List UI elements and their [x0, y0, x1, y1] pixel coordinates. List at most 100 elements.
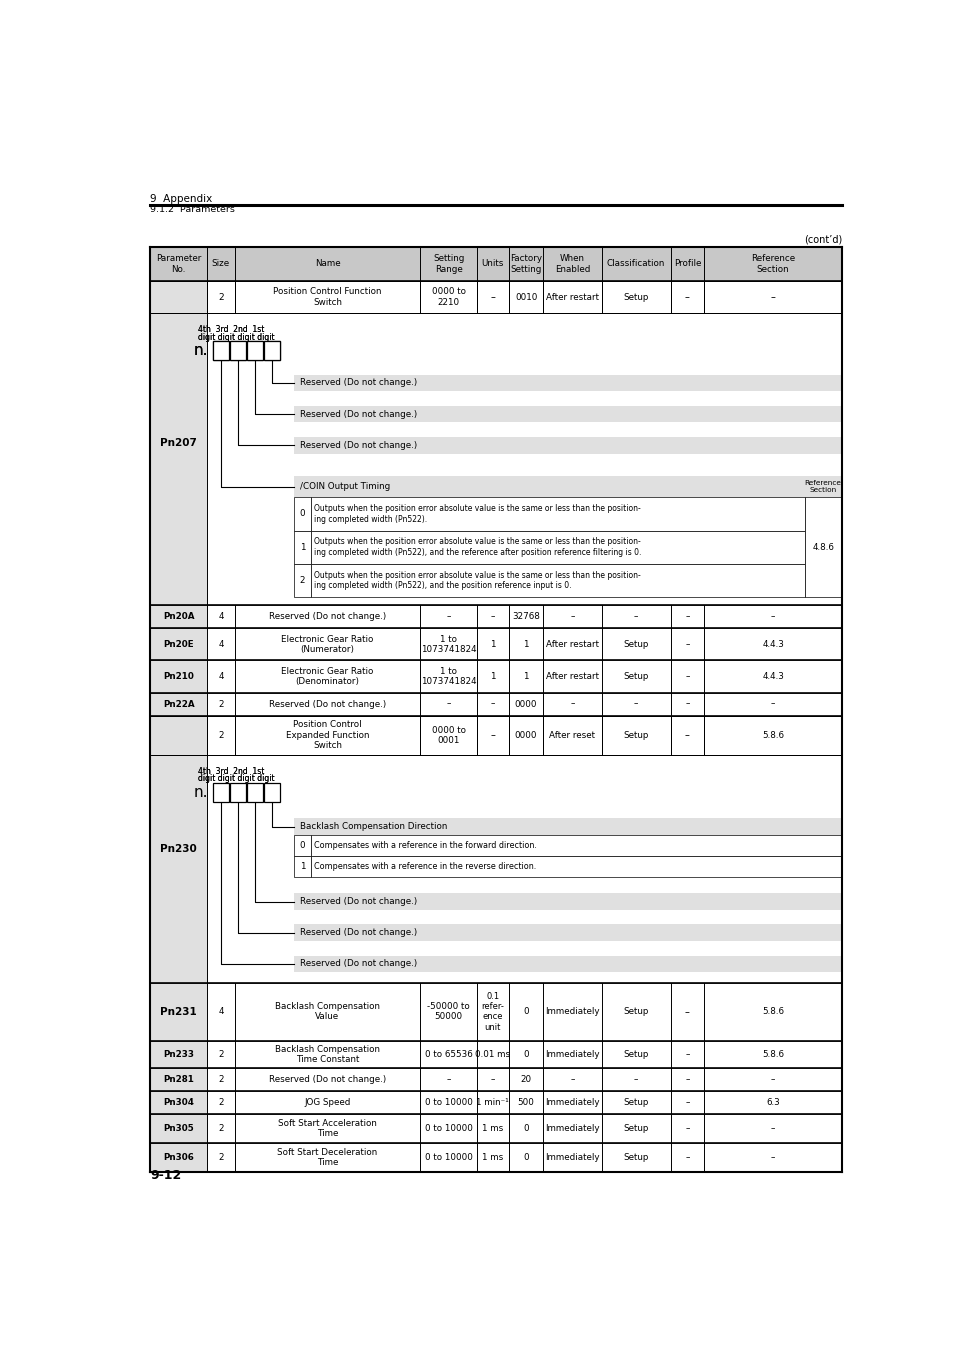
Text: 1: 1 — [523, 672, 528, 680]
Text: After restart: After restart — [545, 640, 598, 649]
Text: 4: 4 — [218, 1007, 223, 1017]
Text: Pn20E: Pn20E — [163, 640, 193, 649]
Bar — [151, 755, 207, 983]
Bar — [601, 1091, 670, 1114]
Bar — [508, 1142, 543, 1172]
Bar — [207, 660, 234, 693]
Bar — [703, 1142, 841, 1172]
Text: –: – — [570, 613, 574, 621]
Text: –: – — [770, 1153, 775, 1162]
Text: 2: 2 — [218, 1098, 223, 1107]
Bar — [151, 1091, 207, 1114]
Text: Pn304: Pn304 — [163, 1098, 193, 1107]
Text: –: – — [770, 613, 775, 621]
Bar — [151, 1041, 207, 1068]
Text: 0 to 65536: 0 to 65536 — [424, 1050, 472, 1058]
Bar — [508, 1091, 543, 1114]
Text: –: – — [684, 1007, 689, 1017]
Bar — [294, 925, 840, 941]
Bar — [294, 894, 840, 910]
Bar — [670, 716, 703, 755]
Text: Pn210: Pn210 — [163, 672, 193, 680]
Text: Soft Start Deceleration
Time: Soft Start Deceleration Time — [277, 1148, 377, 1166]
Bar — [311, 836, 840, 856]
Bar — [670, 1114, 703, 1142]
Text: 0: 0 — [522, 1007, 528, 1017]
Bar — [207, 755, 841, 983]
Bar — [419, 1068, 476, 1091]
Text: 1: 1 — [299, 543, 305, 552]
Text: 4: 4 — [218, 672, 223, 680]
Bar — [508, 693, 543, 716]
Bar — [476, 660, 508, 693]
Text: 1 to
1073741824: 1 to 1073741824 — [420, 667, 476, 686]
Text: Setup: Setup — [622, 640, 648, 649]
Text: 4th  3rd  2nd  1st: 4th 3rd 2nd 1st — [198, 767, 265, 776]
Bar — [230, 342, 246, 360]
Bar — [151, 313, 207, 605]
Text: Setting
Range: Setting Range — [433, 254, 464, 274]
Text: Outputs when the position error absolute value is the same or less than the posi: Outputs when the position error absolute… — [314, 571, 640, 590]
Bar — [207, 716, 234, 755]
Text: Compensates with a reference in the forward direction.: Compensates with a reference in the forw… — [314, 841, 537, 850]
Bar — [294, 818, 840, 836]
Bar — [207, 1114, 234, 1142]
Text: When
Enabled: When Enabled — [555, 254, 590, 274]
Text: Position Control
Expanded Function
Switch: Position Control Expanded Function Switc… — [285, 721, 369, 751]
Bar — [213, 342, 229, 360]
Bar — [311, 531, 804, 564]
Bar — [703, 693, 841, 716]
Bar — [543, 1091, 601, 1114]
Bar — [804, 477, 840, 497]
Text: Reserved (Do not change.): Reserved (Do not change.) — [300, 440, 417, 450]
Text: 5.8.6: 5.8.6 — [761, 730, 783, 740]
Text: Position Control Function
Switch: Position Control Function Switch — [273, 288, 381, 306]
Text: 9-12: 9-12 — [151, 1169, 181, 1183]
Text: Reserved (Do not change.): Reserved (Do not change.) — [269, 613, 386, 621]
Text: Factory
Setting: Factory Setting — [510, 254, 541, 274]
Text: Pn233: Pn233 — [163, 1050, 194, 1058]
Text: 2: 2 — [218, 1123, 223, 1133]
Bar — [601, 1114, 670, 1142]
Text: After reset: After reset — [549, 730, 595, 740]
Text: –: – — [684, 1098, 689, 1107]
Text: Soft Start Acceleration
Time: Soft Start Acceleration Time — [277, 1119, 376, 1138]
Text: Units: Units — [481, 259, 503, 269]
Text: –: – — [490, 613, 495, 621]
Bar — [419, 1114, 476, 1142]
Text: Setup: Setup — [622, 730, 648, 740]
Bar — [670, 628, 703, 660]
Bar — [543, 1068, 601, 1091]
Text: –: – — [770, 1075, 775, 1084]
Bar — [543, 660, 601, 693]
Text: digit digit digit digit: digit digit digit digit — [198, 332, 274, 342]
Bar — [543, 281, 601, 313]
Text: digit digit digit digit: digit digit digit digit — [198, 332, 274, 342]
Text: 0.1
refer-
ence
unit: 0.1 refer- ence unit — [481, 992, 504, 1031]
Text: Reserved (Do not change.): Reserved (Do not change.) — [300, 929, 417, 937]
Text: 1: 1 — [299, 861, 305, 871]
Bar — [151, 1142, 207, 1172]
Bar — [419, 716, 476, 755]
Bar — [419, 693, 476, 716]
Bar — [151, 1068, 207, 1091]
Bar — [601, 628, 670, 660]
Bar — [543, 628, 601, 660]
Bar — [601, 716, 670, 755]
Bar — [294, 836, 311, 856]
Text: Immediately: Immediately — [544, 1123, 599, 1133]
Text: –: – — [570, 699, 574, 709]
Text: Pn207: Pn207 — [160, 439, 197, 448]
Bar — [419, 628, 476, 660]
Text: 2: 2 — [218, 1153, 223, 1162]
Text: Pn20A: Pn20A — [163, 613, 194, 621]
Text: JOG Speed: JOG Speed — [304, 1098, 351, 1107]
Bar — [419, 1041, 476, 1068]
Bar — [476, 1041, 508, 1068]
Bar — [264, 342, 280, 360]
Bar — [311, 856, 840, 876]
Text: Compensates with a reference in the reverse direction.: Compensates with a reference in the reve… — [314, 861, 537, 871]
Bar — [151, 247, 841, 281]
Bar — [508, 628, 543, 660]
Text: 0: 0 — [522, 1123, 528, 1133]
